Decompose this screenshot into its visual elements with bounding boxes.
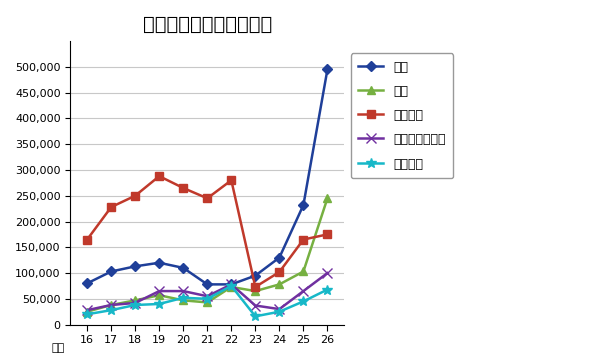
中国 xyxy=(276,282,283,287)
フランス xyxy=(179,296,187,300)
アメリカ xyxy=(203,196,211,201)
オーストラリア xyxy=(155,289,163,293)
オーストラリア xyxy=(324,271,331,275)
フランス xyxy=(155,302,163,306)
アメリカ xyxy=(155,174,163,178)
オーストラリア xyxy=(228,282,235,287)
フランス xyxy=(131,303,139,307)
オーストラリア xyxy=(276,307,283,311)
オーストラリア xyxy=(107,303,115,307)
Line: アメリカ: アメリカ xyxy=(83,172,332,291)
台湾 xyxy=(83,281,91,285)
台湾 xyxy=(228,282,235,287)
アメリカ xyxy=(107,205,115,209)
台湾 xyxy=(131,264,139,269)
Line: オーストラリア: オーストラリア xyxy=(82,268,332,315)
フランス xyxy=(107,308,115,312)
中国 xyxy=(179,298,187,302)
中国 xyxy=(252,289,259,293)
フランス xyxy=(203,297,211,301)
オーストラリア xyxy=(300,289,307,293)
アメリカ xyxy=(83,237,91,242)
Text: 平成: 平成 xyxy=(51,343,64,353)
台湾 xyxy=(324,67,331,72)
台湾 xyxy=(203,282,211,287)
台湾 xyxy=(300,203,307,207)
オーストラリア xyxy=(252,303,259,308)
中国 xyxy=(228,285,235,289)
オーストラリア xyxy=(131,301,139,305)
フランス xyxy=(83,312,91,316)
中国 xyxy=(300,269,307,274)
フランス xyxy=(252,314,259,319)
アメリカ xyxy=(324,232,331,237)
オーストラリア xyxy=(179,289,187,293)
Line: 中国: 中国 xyxy=(83,194,332,316)
中国 xyxy=(107,303,115,307)
台湾 xyxy=(107,269,115,274)
アメリカ xyxy=(252,285,259,289)
アメリカ xyxy=(179,186,187,190)
中国 xyxy=(131,298,139,302)
台湾 xyxy=(276,256,283,260)
台湾 xyxy=(179,266,187,270)
中国 xyxy=(203,300,211,305)
フランス xyxy=(276,310,283,314)
アメリカ xyxy=(276,270,283,274)
Title: 京都市の外国人宿泊客数: 京都市の外国人宿泊客数 xyxy=(143,15,272,34)
アメリカ xyxy=(300,237,307,242)
オーストラリア xyxy=(203,294,211,298)
中国 xyxy=(324,196,331,201)
中国 xyxy=(155,293,163,297)
オーストラリア xyxy=(83,308,91,312)
アメリカ xyxy=(131,194,139,198)
台湾 xyxy=(252,274,259,278)
フランス xyxy=(324,287,331,292)
台湾 xyxy=(155,261,163,265)
フランス xyxy=(228,284,235,288)
中国 xyxy=(83,310,91,314)
フランス xyxy=(300,299,307,303)
アメリカ xyxy=(228,178,235,183)
Line: フランス: フランス xyxy=(82,281,332,321)
Legend: 台湾, 中国, アメリカ, オーストラリア, フランス: 台湾, 中国, アメリカ, オーストラリア, フランス xyxy=(350,53,453,178)
Line: 台湾: 台湾 xyxy=(83,66,331,288)
